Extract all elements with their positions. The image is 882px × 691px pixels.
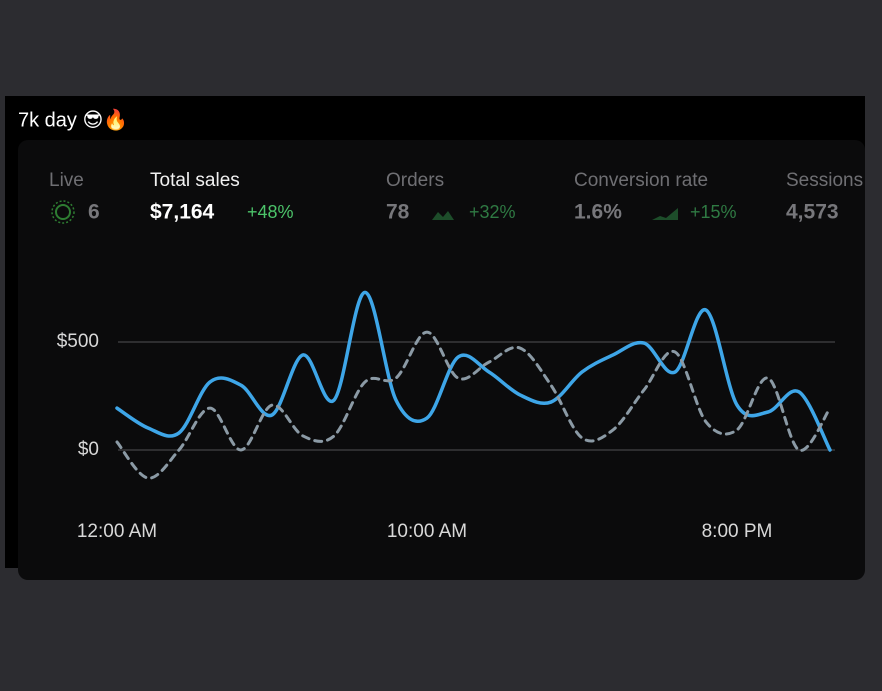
sparkline-icon — [652, 208, 678, 220]
stat-value: 4,573 — [786, 201, 839, 224]
comparison-line — [115, 330, 832, 480]
stat-label: Sessions — [786, 170, 863, 191]
stat-label: Conversion rate — [574, 170, 708, 191]
live-icon — [51, 200, 75, 224]
stat-label: Live — [49, 170, 84, 191]
sales-line — [115, 290, 832, 452]
y-tick-label: $0 — [78, 439, 99, 460]
x-tick-label: 12:00 AM — [77, 521, 157, 542]
x-tick-label: 8:00 PM — [702, 521, 773, 542]
stat-change: +48% — [247, 202, 294, 222]
sparkline-icon — [432, 211, 454, 220]
x-tick-label: 10:00 AM — [387, 521, 467, 542]
stat-value: 6 — [88, 201, 100, 224]
post-text: 7k day 😎🔥 — [18, 107, 128, 131]
stat-label: Orders — [386, 170, 444, 191]
stat-value: $7,164 — [150, 201, 215, 224]
stat-value: 78 — [386, 201, 410, 224]
stat-change: +32% — [469, 202, 516, 222]
stat-change: +15% — [690, 202, 737, 222]
card — [18, 140, 865, 580]
y-tick-label: $500 — [57, 331, 99, 352]
stat-label: Total sales — [150, 170, 240, 191]
stat-value: 1.6% — [574, 201, 622, 224]
